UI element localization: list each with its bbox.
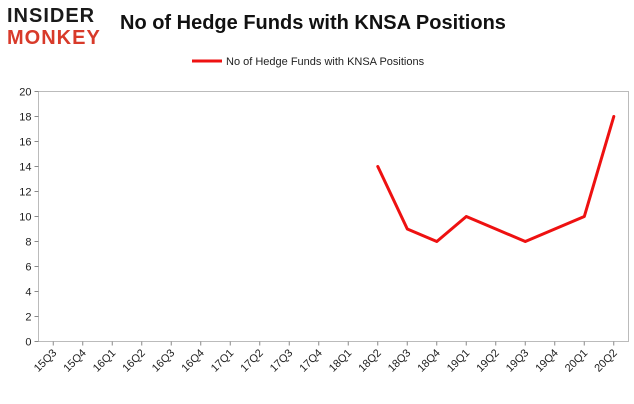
x-tick-label: 19Q2: [474, 347, 502, 375]
legend: No of Hedge Funds with KNSA Positions: [192, 56, 425, 68]
data-point: [583, 215, 586, 218]
x-tick-label: 19Q4: [533, 347, 561, 375]
x-tick-label: 17Q3: [268, 347, 296, 375]
x-tick-label: 18Q3: [386, 347, 414, 375]
data-point: [435, 240, 438, 243]
y-tick-label: 18: [19, 112, 31, 124]
x-axis: 15Q3 15Q4 16Q1 16Q2 16Q3 16Q4 17Q1 17Q2 17Q3 17Q4…: [32, 341, 620, 375]
x-tick-label: 18Q2: [356, 347, 384, 375]
y-tick-label: 16: [19, 137, 31, 149]
x-tick-label: 16Q4: [179, 347, 207, 375]
y-tick-label: 14: [19, 162, 31, 174]
y-axis: 0 2 4 6 8 10 12 14 16 18 20: [19, 87, 39, 349]
x-tick-label: 20Q1: [563, 347, 591, 375]
y-tick-label: 0: [25, 337, 31, 349]
x-tick-label: 18Q1: [327, 347, 355, 375]
series-line: [376, 115, 616, 243]
data-point: [465, 215, 468, 218]
logo-text-insider: INSIDER: [7, 5, 96, 27]
x-tick-label: 15Q4: [61, 347, 89, 375]
x-tick-label: 18Q4: [415, 347, 443, 375]
x-tick-label: 16Q2: [120, 347, 148, 375]
x-tick-label: 16Q1: [91, 347, 119, 375]
x-tick-label: 19Q1: [445, 347, 473, 375]
data-point: [524, 240, 527, 243]
series-layer: [376, 115, 616, 243]
data-point: [376, 165, 379, 168]
x-tick-label: 20Q2: [592, 347, 620, 375]
plot-area: [38, 91, 629, 342]
y-tick-label: 8: [25, 237, 31, 249]
y-tick-label: 4: [25, 287, 31, 299]
x-tick-label: 16Q3: [150, 347, 178, 375]
data-point: [494, 227, 497, 231]
logo-text-monkey: MONKEY: [7, 27, 101, 49]
data-point: [612, 115, 615, 118]
y-tick-label: 2: [25, 312, 31, 324]
data-point: [406, 227, 409, 231]
chart-title: No of Hedge Funds with KNSA Positions: [120, 12, 506, 34]
x-tick-label: 15Q3: [32, 347, 60, 375]
y-tick-label: 10: [19, 212, 31, 224]
x-tick-label: 17Q2: [238, 347, 266, 375]
legend-label: No of Hedge Funds with KNSA Positions: [226, 56, 425, 68]
y-tick-label: 6: [25, 262, 31, 274]
x-tick-label: 17Q1: [209, 347, 237, 375]
x-tick-label: 19Q3: [504, 347, 532, 375]
y-tick-label: 20: [19, 87, 31, 99]
x-tick-label: 17Q4: [297, 347, 325, 375]
data-point: [553, 227, 556, 231]
y-tick-label: 12: [19, 187, 31, 199]
insider-monkey-logo: INSIDER MONKEY: [7, 6, 117, 50]
